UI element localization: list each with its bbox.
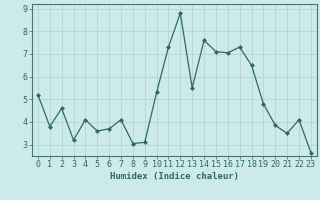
X-axis label: Humidex (Indice chaleur): Humidex (Indice chaleur) (110, 172, 239, 181)
